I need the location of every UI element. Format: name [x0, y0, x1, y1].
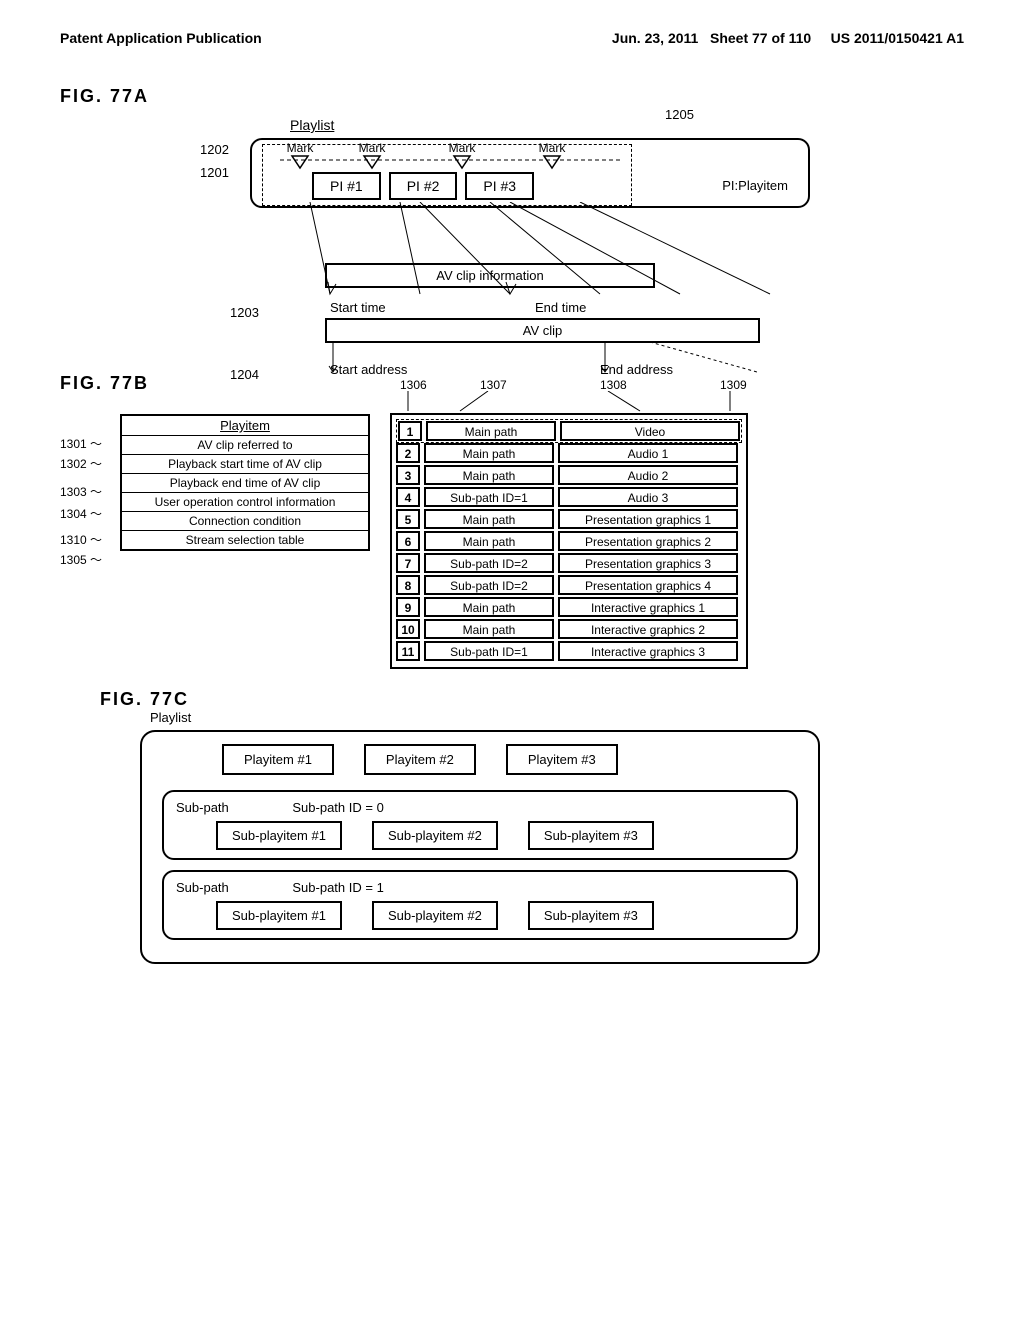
svg-text:Mark: Mark — [449, 141, 477, 155]
sub-pi-1-2: Sub-playitem #2 — [372, 901, 498, 930]
ref-1305: 1305 ～ — [60, 551, 102, 568]
pt-row-1302: Playback start time of AV clip — [122, 454, 368, 473]
st-type-1: Video — [560, 421, 740, 441]
subpath-0-header: Sub-path Sub-path ID = 0 — [176, 800, 784, 815]
pi-1: PI #1 — [312, 172, 381, 200]
ref-lines — [390, 391, 750, 413]
fig-77a: Playlist 1205 1202 1201 Mark Mark Mark — [100, 117, 964, 343]
sub-pi-0-3: Sub-playitem #3 — [528, 821, 654, 850]
ref-1201: 1201 — [200, 165, 229, 180]
sub-pi-row-0: Sub-playitem #1 Sub-playitem #2 Sub-play… — [216, 821, 784, 850]
playitem-header: Playitem — [122, 416, 368, 435]
svg-text:Mark: Mark — [287, 141, 315, 155]
sub-pi-0-1: Sub-playitem #1 — [216, 821, 342, 850]
av-clip-info-box: AV clip information — [325, 263, 655, 288]
start-time-label: Start time — [330, 300, 386, 315]
playlist-box: Mark Mark Mark Mark PI #1 — [250, 138, 810, 208]
pt-row-1305: Stream selection table — [122, 530, 368, 549]
pi-2: PI #2 — [389, 172, 458, 200]
ref-1309: 1309 — [720, 378, 747, 392]
svg-text:Mark: Mark — [359, 141, 387, 155]
stream-row-2: 2 Main path Audio 1 — [396, 443, 742, 463]
stream-row-4: 4 Sub-path ID=1 Audio 3 — [396, 487, 742, 507]
playlist-c-label: Playlist — [150, 710, 964, 725]
sub-pi-1-3: Sub-playitem #3 — [528, 901, 654, 930]
fig-77b-label: FIG. 77B — [60, 373, 370, 394]
end-addr-label: End address — [600, 362, 673, 377]
subpath-1-header: Sub-path Sub-path ID = 1 — [176, 880, 784, 895]
ref-1310: 1310 ～ — [60, 531, 102, 548]
playitem-c-2: Playitem #2 — [364, 744, 476, 775]
st-num-1: 1 — [398, 421, 422, 441]
header-left: Patent Application Publication — [60, 30, 262, 46]
playitem-c-1: Playitem #1 — [222, 744, 334, 775]
subpath-0-box: Sub-path Sub-path ID = 0 Sub-playitem #1… — [162, 790, 798, 860]
page-header: Patent Application Publication Jun. 23, … — [60, 30, 964, 46]
playlist-c-box: Playitem #1 Playitem #2 Playitem #3 Sub-… — [140, 730, 820, 964]
sub-pi-0-2: Sub-playitem #2 — [372, 821, 498, 850]
stream-selection-table: 1 Main path Video 2 Main path Audio 1 3 … — [390, 413, 748, 669]
playitem-row: PI #1 PI #2 PI #3 — [312, 172, 534, 200]
pt-row-1301: AV clip referred to — [122, 435, 368, 454]
ref-1308: 1308 — [600, 378, 627, 392]
ref-1203: 1203 — [230, 305, 259, 320]
sub-pi-1-1: Sub-playitem #1 — [216, 901, 342, 930]
stream-row-10: 10 Main path Interactive graphics 2 — [396, 619, 742, 639]
pi-legend: PI:Playitem — [722, 178, 788, 193]
pt-row-1304: User operation control information — [122, 492, 368, 511]
pt-row-1310: Connection condition — [122, 511, 368, 530]
ref-1302: 1302 ～ — [60, 455, 102, 472]
ref-1202: 1202 — [200, 142, 229, 157]
header-right: Jun. 23, 2011 Sheet 77 of 110 US 2011/01… — [612, 30, 964, 46]
stream-row-7: 7 Sub-path ID=2 Presentation graphics 3 — [396, 553, 742, 573]
fig-77b: FIG. 77B Playitem AV clip referred to Pl… — [60, 373, 964, 669]
fig-77c: FIG. 77C Playlist Playitem #1 Playitem #… — [60, 689, 964, 964]
ref-1306: 1306 — [400, 378, 427, 392]
stream-row-1-dashed: 1 Main path Video — [396, 419, 742, 443]
av-clip-box: AV clip — [325, 318, 760, 343]
playitem-table: Playitem AV clip referred to Playback st… — [120, 414, 370, 551]
pt-row-1303: Playback end time of AV clip — [122, 473, 368, 492]
stream-row-3: 3 Main path Audio 2 — [396, 465, 742, 485]
ref-1307: 1307 — [480, 378, 507, 392]
playitem-c-3: Playitem #3 — [506, 744, 618, 775]
stream-row-6: 6 Main path Presentation graphics 2 — [396, 531, 742, 551]
stream-row-8: 8 Sub-path ID=2 Presentation graphics 4 — [396, 575, 742, 595]
fig-77a-label: FIG. 77A — [60, 86, 149, 107]
stream-row-9: 9 Main path Interactive graphics 1 — [396, 597, 742, 617]
fig-77c-label: FIG. 77C — [100, 689, 964, 710]
playlist-label: Playlist — [290, 117, 964, 133]
ref-1301: 1301 ～ — [60, 435, 102, 452]
playitem-c-row: Playitem #1 Playitem #2 Playitem #3 — [222, 744, 798, 775]
subpath-1-box: Sub-path Sub-path ID = 1 Sub-playitem #1… — [162, 870, 798, 940]
ref-1304: 1304 ～ — [60, 505, 102, 522]
end-time-label: End time — [535, 300, 586, 315]
st-path-1: Main path — [426, 421, 556, 441]
svg-text:Mark: Mark — [539, 141, 567, 155]
stream-row-11: 11 Sub-path ID=1 Interactive graphics 3 — [396, 641, 742, 661]
ref-1205: 1205 — [665, 107, 694, 122]
pi-3: PI #3 — [465, 172, 534, 200]
sub-pi-row-1: Sub-playitem #1 Sub-playitem #2 Sub-play… — [216, 901, 784, 930]
ref-1303: 1303 ～ — [60, 483, 102, 500]
stream-row-5: 5 Main path Presentation graphics 1 — [396, 509, 742, 529]
